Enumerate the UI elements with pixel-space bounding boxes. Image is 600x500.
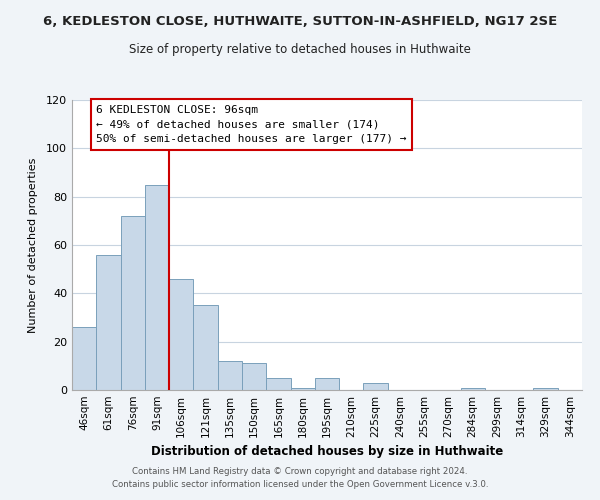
Text: Contains public sector information licensed under the Open Government Licence v.: Contains public sector information licen… [112, 480, 488, 489]
Bar [266, 378, 290, 390]
Bar [218, 361, 242, 390]
Text: 6, KEDLESTON CLOSE, HUTHWAITE, SUTTON-IN-ASHFIELD, NG17 2SE: 6, KEDLESTON CLOSE, HUTHWAITE, SUTTON-IN… [43, 15, 557, 28]
Text: 6 KEDLESTON CLOSE: 96sqm
← 49% of detached houses are smaller (174)
50% of semi-: 6 KEDLESTON CLOSE: 96sqm ← 49% of detach… [96, 105, 407, 144]
Bar [169, 279, 193, 390]
Bar [315, 378, 339, 390]
Bar [533, 388, 558, 390]
Text: Contains HM Land Registry data © Crown copyright and database right 2024.: Contains HM Land Registry data © Crown c… [132, 467, 468, 476]
Bar [364, 383, 388, 390]
Text: Size of property relative to detached houses in Huthwaite: Size of property relative to detached ho… [129, 42, 471, 56]
Bar [461, 388, 485, 390]
Y-axis label: Number of detached properties: Number of detached properties [28, 158, 38, 332]
Bar [121, 216, 145, 390]
Bar [96, 254, 121, 390]
Bar [145, 184, 169, 390]
Bar [290, 388, 315, 390]
Bar [72, 327, 96, 390]
X-axis label: Distribution of detached houses by size in Huthwaite: Distribution of detached houses by size … [151, 446, 503, 458]
Bar [193, 306, 218, 390]
Bar [242, 364, 266, 390]
